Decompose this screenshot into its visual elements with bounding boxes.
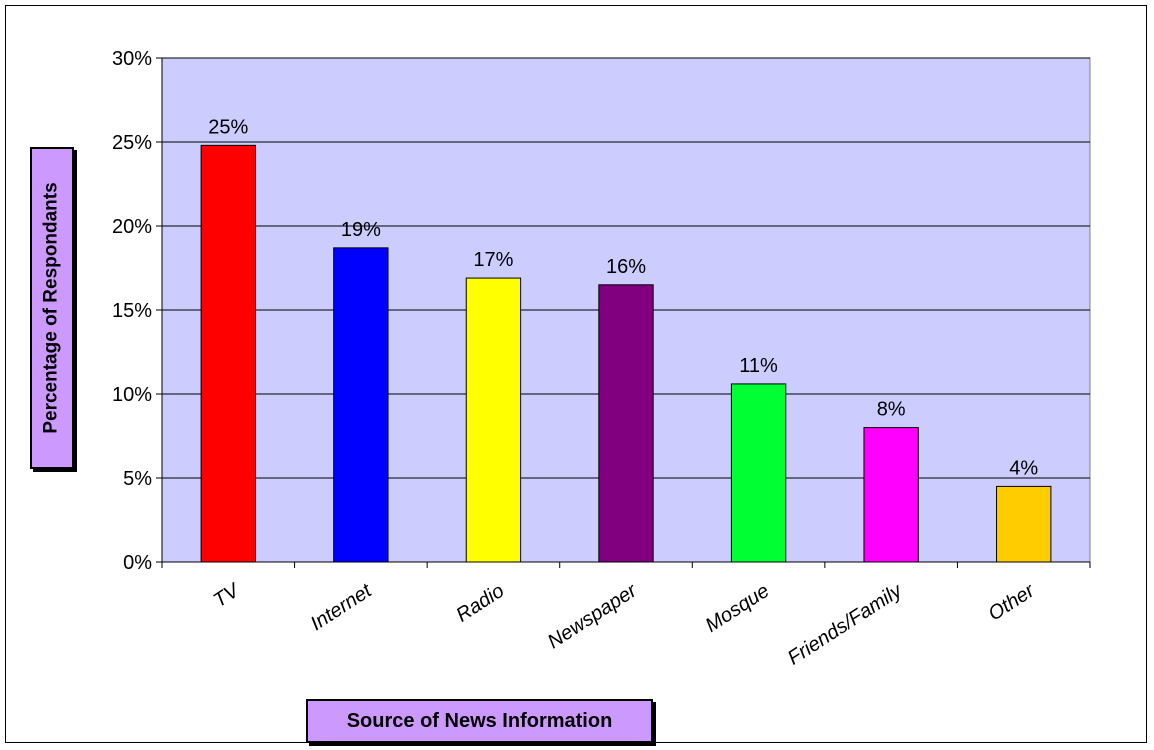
x-category-label: TV bbox=[210, 579, 245, 612]
data-label: 16% bbox=[606, 256, 646, 278]
y-tick-label: 0% bbox=[123, 552, 152, 574]
x-category-label: Internet bbox=[307, 579, 377, 635]
data-labels: 25% 19% 17% 16% 11% 8% 4% bbox=[208, 116, 1038, 479]
y-tick-label: 5% bbox=[123, 468, 152, 490]
x-axis: TV Internet Radio Newspaper Mosque Friends/Fa… bbox=[161, 561, 1091, 670]
x-category-label: Radio bbox=[452, 580, 508, 627]
data-label: 25% bbox=[208, 116, 248, 138]
x-category-label: Newspaper bbox=[544, 579, 642, 653]
bar-friends-family bbox=[863, 427, 919, 563]
y-tick-label: 20% bbox=[112, 216, 152, 238]
y-tick-label: 15% bbox=[112, 300, 152, 322]
y-tick-label: 30% bbox=[112, 48, 152, 70]
y-tick-label: 25% bbox=[112, 132, 152, 154]
data-label: 19% bbox=[341, 219, 381, 241]
x-axis-title-text: Source of News Information bbox=[346, 709, 613, 732]
bar-mosque bbox=[730, 383, 787, 563]
bar-tv bbox=[200, 144, 256, 563]
x-axis-title: Source of News Information bbox=[306, 699, 653, 743]
y-tick-label: 10% bbox=[112, 384, 152, 406]
x-category-label: Friends/Family bbox=[784, 579, 907, 669]
y-axis-title: Percentage of Respondants bbox=[30, 147, 74, 469]
x-category-label: Other bbox=[984, 579, 1039, 625]
x-category-label: Mosque bbox=[702, 580, 774, 637]
bars bbox=[200, 144, 1052, 563]
y-axis: 0% 5% 10% 15% 20% 25% 30% bbox=[112, 48, 163, 574]
data-label: 11% bbox=[739, 355, 778, 377]
y-axis-title-text: Percentage of Respondants bbox=[41, 182, 62, 434]
bar-other bbox=[996, 485, 1052, 563]
bar-radio bbox=[465, 277, 522, 563]
bar-newspaper bbox=[598, 284, 654, 563]
data-label: 17% bbox=[473, 249, 513, 271]
data-label: 4% bbox=[1009, 457, 1038, 479]
data-label: 8% bbox=[877, 399, 906, 421]
bar-internet bbox=[333, 247, 389, 563]
